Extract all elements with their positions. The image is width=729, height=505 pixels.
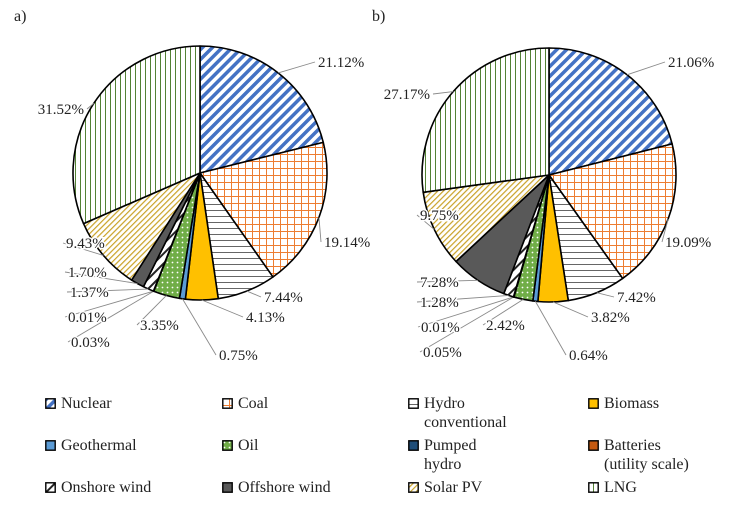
data-label-b-pumped-hydro: 0.05% <box>423 345 462 361</box>
data-label-a-geothermal: 0.75% <box>219 348 258 364</box>
data-label-a-biomass: 4.13% <box>246 310 285 326</box>
data-label-a-lng: 31.52% <box>38 102 84 118</box>
leader-line-b-lng <box>432 91 454 95</box>
leader-line-a-offshore-wind <box>64 271 138 284</box>
leader-line-a-hydro-conventional <box>246 290 262 298</box>
slice-b-solar-pv <box>422 174 550 263</box>
data-label-a-nuclear: 21.12% <box>318 55 364 71</box>
slice-b-coal <box>548 143 677 280</box>
data-label-b-coal: 19.09% <box>665 235 711 251</box>
leader-line-a-biomass <box>201 299 244 318</box>
leader-line-b-nuclear <box>626 61 666 76</box>
slice-b-lng <box>421 47 550 194</box>
data-label-b-hydro-conventional: 7.42% <box>617 290 656 306</box>
data-label-a-offshore-wind: 1.70% <box>68 265 107 281</box>
slice-a-lng <box>72 45 201 225</box>
leader-line-a-coal <box>318 217 322 243</box>
slice-a-solar-pv <box>82 172 201 281</box>
leader-line-b-hydro-conventional <box>596 292 615 298</box>
pie-chart-a: 21.12% 19.14% 7.44% 4.13% 0.75% 3.35% 0.03% 0.0… <box>36 45 372 366</box>
data-label-a-pumped-hydro: 0.03% <box>71 335 110 351</box>
leader-line-b-offshore-wind <box>416 279 479 283</box>
data-label-b-biomass: 3.82% <box>591 310 630 326</box>
slice-a-coal <box>199 141 328 278</box>
leader-line-b-onshore-wind <box>416 294 509 303</box>
leader-line-a-solar-pv <box>62 242 104 256</box>
leader-line-b-oil <box>482 298 524 326</box>
panel-label-a: a) <box>14 8 27 25</box>
data-label-a-coal: 19.14% <box>324 235 370 251</box>
leader-line-a-batteries-utility-scale <box>64 290 154 318</box>
leader-line-b-coal <box>661 218 669 243</box>
leader-line-a-geothermal <box>182 298 217 356</box>
panel-label-b: b) <box>372 8 386 25</box>
data-label-a-onshore-wind: 1.37% <box>70 285 109 301</box>
leader-line-b-geothermal <box>534 301 567 356</box>
data-label-b-offshore-wind: 7.28% <box>420 275 459 291</box>
data-label-a-oil: 3.35% <box>140 318 179 334</box>
leader-line-b-pumped-hydro <box>419 296 514 353</box>
leader-line-a-onshore-wind <box>66 288 149 293</box>
leader-line-b-solar-pv <box>416 214 435 230</box>
data-label-b-solar-pv: 9.75% <box>420 208 459 224</box>
leader-line-a-lng <box>86 103 95 110</box>
data-label-b-lng: 27.17% <box>384 87 430 103</box>
data-label-b-geothermal: 0.64% <box>569 348 608 364</box>
leader-line-a-pumped-hydro <box>67 290 154 343</box>
data-label-b-batteries-utility-scale: 0.01% <box>421 320 460 336</box>
data-label-a-solar-pv: 9.43% <box>66 236 105 252</box>
leader-line-a-oil <box>136 295 167 326</box>
leader-line-b-biomass <box>552 301 589 318</box>
data-label-a-hydro-conventional: 7.44% <box>264 290 303 306</box>
data-label-b-onshore-wind: 1.28% <box>420 295 459 311</box>
leader-line-a-nuclear <box>278 61 316 74</box>
pie-chart-b: 21.06% 19.09% 7.42% 3.82% 0.64% 2.42% 0.05% 0.0… <box>382 47 716 366</box>
slice-b-nuclear <box>548 47 673 176</box>
leader-line-b-batteries-utility-scale <box>417 296 514 328</box>
data-label-a-batteries-utility-scale: 0.01% <box>68 310 107 326</box>
data-label-b-nuclear: 21.06% <box>668 55 714 71</box>
data-label-b-oil: 2.42% <box>486 318 525 334</box>
